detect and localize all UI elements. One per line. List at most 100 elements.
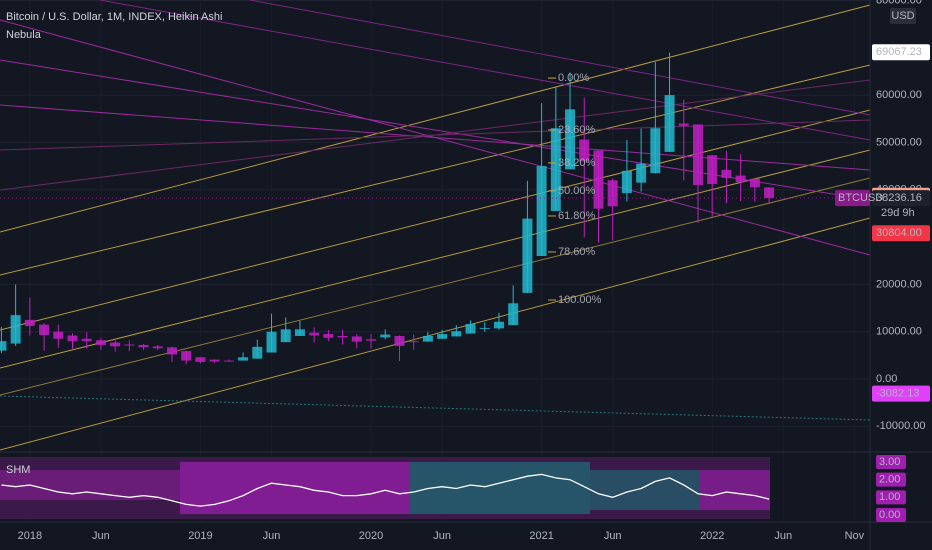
candle-body — [294, 329, 305, 336]
candle-body — [81, 338, 92, 342]
candle-body — [223, 360, 234, 362]
candle-body — [252, 346, 263, 359]
y-tick-label: 80000.00 — [876, 0, 922, 6]
fib-label: 100.00% — [558, 294, 602, 306]
candle-body — [550, 128, 561, 212]
candle-body — [152, 346, 163, 349]
x-tick-label: Nov — [845, 530, 865, 542]
heatmap — [410, 462, 590, 514]
candle-body — [465, 324, 476, 334]
candle-body — [707, 155, 718, 185]
x-tick-label: 2019 — [188, 530, 212, 542]
channel-line — [0, 104, 871, 171]
candle-body — [408, 341, 419, 343]
channel-line — [0, 4, 871, 233]
candle-body — [522, 218, 533, 293]
channel-line — [0, 149, 871, 369]
channel-line — [0, 395, 871, 421]
channel-line — [0, 217, 871, 451]
x-tick-label: 2021 — [529, 530, 553, 542]
fib-label: 50.00% — [558, 185, 596, 197]
indicator-tick-bg — [876, 455, 906, 470]
candle-body — [209, 359, 220, 362]
price-tag — [872, 225, 930, 242]
candle-body — [280, 329, 291, 343]
price-tag — [872, 190, 930, 207]
fib-label: 78.60% — [558, 246, 596, 258]
candle-body — [721, 169, 732, 178]
x-tick-label: Jun — [604, 530, 622, 542]
candle-body — [53, 331, 64, 339]
candle-body — [451, 331, 462, 337]
fib-label: 0.00% — [558, 72, 589, 84]
candle-body — [167, 347, 178, 355]
candle-body — [195, 357, 206, 362]
trend-lines — [0, 0, 871, 451]
candle-body — [138, 344, 149, 348]
price-tag — [872, 44, 930, 61]
candle-body — [124, 344, 135, 346]
candle-body — [692, 124, 703, 186]
y-tick-label: -10000.00 — [876, 420, 926, 432]
indicator-tick-label: 0.00 — [879, 509, 900, 521]
heatmap — [180, 462, 410, 514]
y-tick-label: 50000.00 — [876, 136, 922, 148]
indicator-tick-label: 2.00 — [879, 474, 900, 486]
fib-label: 23.60% — [558, 124, 596, 136]
y-tick-label: 60000.00 — [876, 89, 922, 101]
candle-body — [39, 324, 50, 336]
indicator-tick-label: 1.00 — [879, 491, 900, 503]
x-tick-label: Jun — [92, 530, 110, 542]
chart-title: Bitcoin / U.S. Dollar, 1M, INDEX, Heikin… — [6, 11, 222, 23]
candle-body — [437, 334, 448, 339]
price-tag-label: 30804.00 — [876, 227, 922, 239]
candle-body — [95, 340, 106, 345]
candle-body — [764, 187, 775, 199]
candle-body — [10, 315, 21, 344]
fib-label: 61.80% — [558, 210, 596, 222]
x-tick-label: 2018 — [18, 530, 42, 542]
currency-badge[interactable] — [890, 8, 916, 24]
x-tick-label: Jun — [263, 530, 281, 542]
candle-body — [110, 342, 121, 347]
candle-body — [422, 335, 433, 342]
candle-body — [351, 336, 362, 342]
x-tick-label: 2020 — [359, 530, 383, 542]
heatmap — [590, 470, 700, 510]
candle-body — [621, 170, 632, 194]
x-tick-label: Jun — [774, 530, 792, 542]
subtitle: Nebula — [6, 29, 42, 41]
candle-body — [636, 163, 647, 183]
fib-label: 38.20% — [558, 157, 596, 169]
indicator-tick-bg — [876, 472, 906, 487]
candle-body — [593, 150, 604, 209]
channel-line — [0, 109, 871, 331]
indicator-tick-bg — [876, 490, 906, 505]
channel-line — [0, 79, 871, 191]
channel-line — [0, 64, 871, 276]
countdown: 29d 9h — [881, 207, 915, 219]
price-tag-label: -3082.13 — [876, 388, 919, 400]
heatmap — [700, 470, 770, 510]
candle-body — [181, 351, 192, 361]
candle-body — [394, 335, 405, 346]
channel-line — [249, 0, 871, 116]
indicator-tick-bg — [876, 507, 906, 522]
candle-body — [238, 357, 249, 361]
candle-body — [380, 334, 391, 338]
candle-body — [266, 331, 277, 353]
candle-body — [678, 123, 689, 126]
x-tick-label: 2022 — [700, 530, 724, 542]
candle-body — [323, 334, 334, 338]
candle-body — [337, 335, 348, 338]
candle-body — [67, 335, 78, 342]
y-tick-label: 10000.00 — [876, 326, 922, 338]
candle-body — [749, 178, 760, 188]
indicator-heatmap — [0, 457, 770, 519]
channel-line — [99, 0, 871, 141]
price-tag-label: 38236.16 — [876, 192, 922, 204]
candle-body — [607, 180, 618, 207]
y-tick-label: 0.00 — [876, 373, 897, 385]
candle-body — [565, 109, 576, 170]
